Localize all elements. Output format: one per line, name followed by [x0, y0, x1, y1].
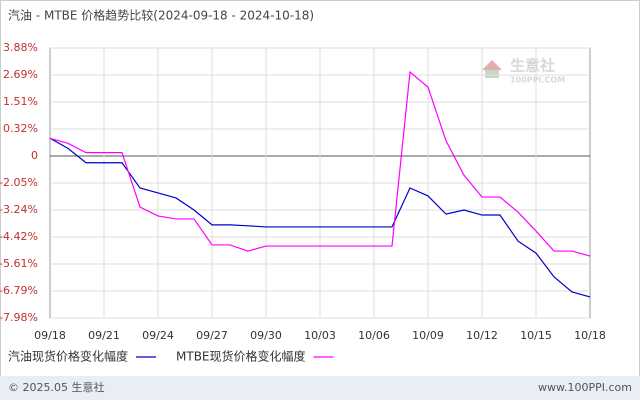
watermark-site: 100PPI.COM: [510, 76, 565, 85]
legend-label: MTBE现货价格变化幅度: [176, 349, 306, 364]
chart-title: 汽油 - MTBE 价格趋势比较(2024-09-18 - 2024-10-18…: [8, 8, 314, 23]
x-tick-label: 10/09: [412, 329, 444, 342]
x-tick-label: 10/12: [466, 329, 498, 342]
logo-base: [485, 70, 499, 78]
x-tick-label: 09/24: [142, 329, 174, 342]
y-tick-label: -5.61%: [0, 257, 38, 270]
x-tick-label: 10/15: [520, 329, 552, 342]
x-tick-label: 10/06: [358, 329, 390, 342]
y-tick-label: 3.88%: [3, 41, 38, 54]
y-tick-label: -3.24%: [0, 203, 38, 216]
x-tick-label: 10/18: [574, 329, 606, 342]
y-tick-label: -6.79%: [0, 284, 38, 297]
series-line: [49, 137, 591, 298]
footer-bar: [0, 376, 640, 400]
x-tick-label: 09/21: [88, 329, 120, 342]
watermark: 生意社 100PPI.COM: [482, 57, 565, 85]
y-tick-label: 0: [31, 149, 38, 162]
x-tick-label: 09/27: [196, 329, 228, 342]
x-tick-label: 10/03: [304, 329, 336, 342]
y-tick-label: -7.98%: [0, 311, 38, 324]
y-tick-label: 2.69%: [3, 68, 38, 81]
logo-roof: [482, 60, 502, 70]
series-line: [49, 70, 591, 257]
legend-label: 汽油现货价格变化幅度: [8, 349, 128, 364]
x-tick-label: 09/18: [34, 329, 66, 342]
y-tick-label: 0.32%: [3, 122, 38, 135]
watermark-name: 生意社: [510, 57, 555, 75]
x-tick-label: 09/30: [250, 329, 282, 342]
footer-site: www.100PPI.com: [538, 381, 632, 394]
y-tick-label: -4.42%: [0, 230, 38, 243]
y-tick-label: 1.51%: [3, 95, 38, 108]
y-tick-label: -2.05%: [0, 176, 38, 189]
footer-copyright: © 2025.05 生意社: [8, 380, 104, 394]
